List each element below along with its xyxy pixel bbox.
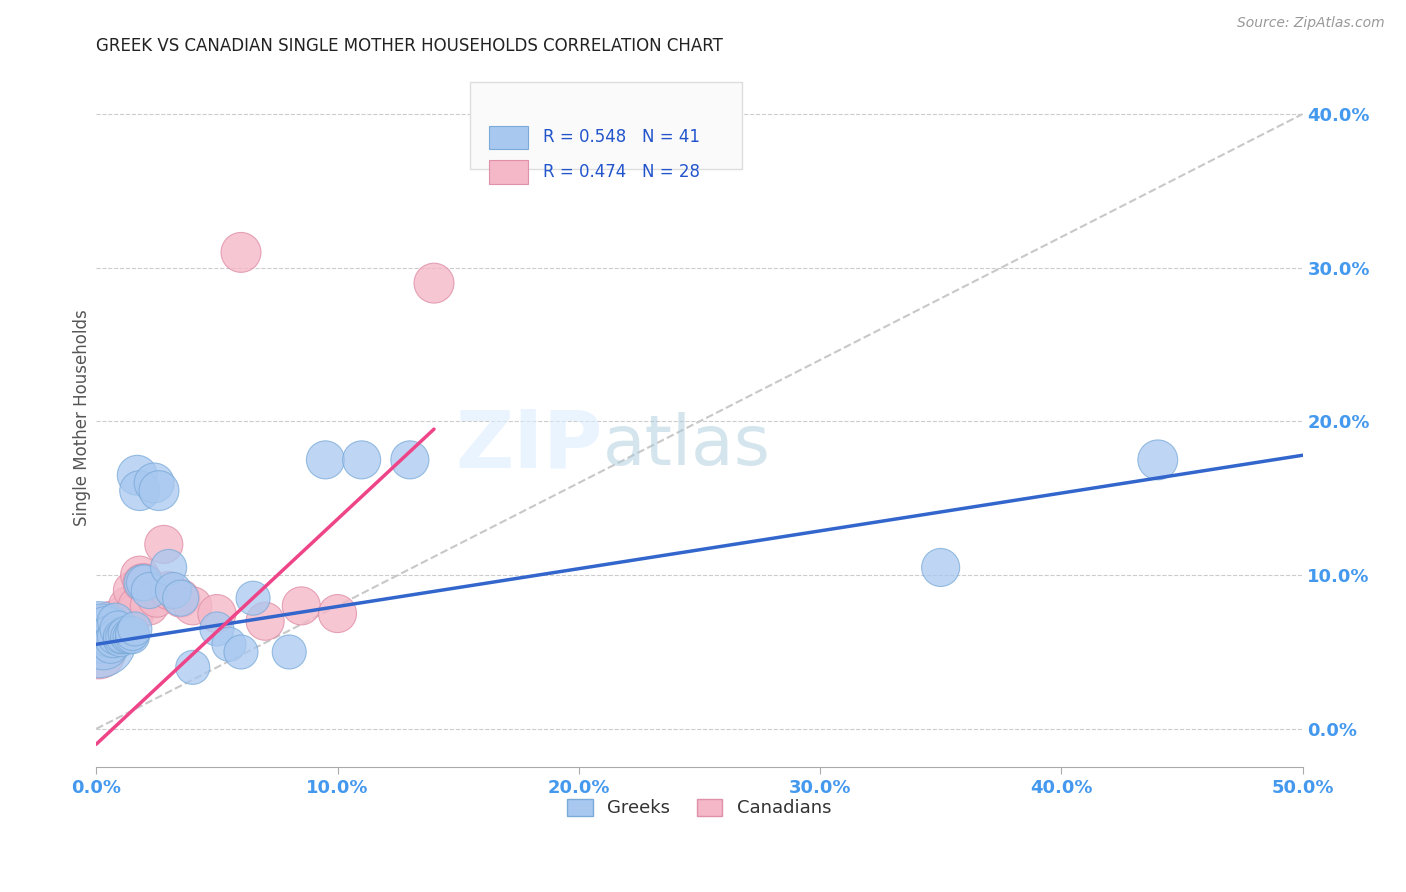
Point bbox=[1146, 453, 1168, 467]
Point bbox=[107, 630, 129, 644]
Point bbox=[314, 453, 336, 467]
Point bbox=[101, 632, 124, 647]
Point bbox=[131, 575, 153, 590]
Point bbox=[929, 560, 952, 574]
Point bbox=[93, 637, 115, 651]
Point bbox=[93, 637, 115, 651]
Point bbox=[254, 614, 277, 628]
Point bbox=[131, 575, 153, 590]
Point bbox=[114, 607, 136, 621]
Point bbox=[399, 453, 422, 467]
Point bbox=[121, 583, 143, 598]
Point bbox=[134, 575, 156, 590]
Point bbox=[218, 637, 240, 651]
Point bbox=[229, 245, 252, 260]
Point bbox=[114, 626, 136, 640]
Point bbox=[205, 607, 228, 621]
Point bbox=[138, 599, 160, 613]
Point bbox=[162, 583, 184, 598]
Point bbox=[118, 630, 141, 644]
Text: ZIP: ZIP bbox=[456, 407, 603, 484]
Point bbox=[143, 475, 166, 490]
Point bbox=[181, 660, 204, 674]
Point bbox=[170, 591, 193, 606]
Point bbox=[104, 622, 127, 636]
Point bbox=[124, 607, 146, 621]
Point bbox=[100, 637, 122, 651]
Point bbox=[170, 591, 193, 606]
Point bbox=[90, 626, 112, 640]
Point bbox=[94, 622, 117, 636]
Point bbox=[128, 483, 150, 498]
Point bbox=[152, 537, 174, 551]
Point bbox=[157, 583, 180, 598]
Point bbox=[229, 645, 252, 659]
Point bbox=[87, 632, 110, 647]
Point bbox=[350, 453, 373, 467]
Point bbox=[127, 599, 149, 613]
Point bbox=[127, 468, 149, 483]
Text: R = 0.474   N = 28: R = 0.474 N = 28 bbox=[543, 163, 700, 181]
Point bbox=[157, 560, 180, 574]
Point bbox=[97, 630, 120, 644]
Point bbox=[110, 632, 132, 647]
Point bbox=[87, 645, 110, 659]
Point bbox=[110, 614, 132, 628]
Text: R = 0.548   N = 41: R = 0.548 N = 41 bbox=[543, 128, 700, 146]
FancyBboxPatch shape bbox=[470, 82, 741, 169]
Point bbox=[121, 626, 143, 640]
Text: Source: ZipAtlas.com: Source: ZipAtlas.com bbox=[1237, 16, 1385, 30]
Point bbox=[117, 599, 139, 613]
Text: GREEK VS CANADIAN SINGLE MOTHER HOUSEHOLDS CORRELATION CHART: GREEK VS CANADIAN SINGLE MOTHER HOUSEHOL… bbox=[96, 37, 723, 55]
Point bbox=[242, 591, 264, 606]
Point bbox=[423, 276, 446, 290]
Point bbox=[290, 599, 312, 613]
Legend: Greeks, Canadians: Greeks, Canadians bbox=[560, 791, 838, 825]
FancyBboxPatch shape bbox=[489, 161, 529, 184]
Point bbox=[97, 630, 120, 644]
Point bbox=[111, 630, 134, 644]
Point bbox=[118, 614, 141, 628]
Point bbox=[145, 591, 167, 606]
Point bbox=[104, 614, 127, 628]
Point bbox=[148, 483, 170, 498]
Point bbox=[107, 622, 129, 636]
Point bbox=[134, 575, 156, 590]
Point bbox=[110, 630, 132, 644]
FancyBboxPatch shape bbox=[489, 126, 529, 149]
Point bbox=[104, 630, 127, 644]
Point bbox=[97, 622, 120, 636]
Point bbox=[128, 568, 150, 582]
Y-axis label: Single Mother Households: Single Mother Households bbox=[73, 310, 91, 526]
Text: atlas: atlas bbox=[603, 412, 770, 479]
Point bbox=[138, 583, 160, 598]
Point bbox=[278, 645, 301, 659]
Point bbox=[100, 614, 122, 628]
Point bbox=[124, 622, 146, 636]
Point bbox=[205, 622, 228, 636]
Point bbox=[181, 599, 204, 613]
Point bbox=[121, 630, 143, 644]
Point bbox=[326, 607, 349, 621]
Point bbox=[117, 630, 139, 644]
